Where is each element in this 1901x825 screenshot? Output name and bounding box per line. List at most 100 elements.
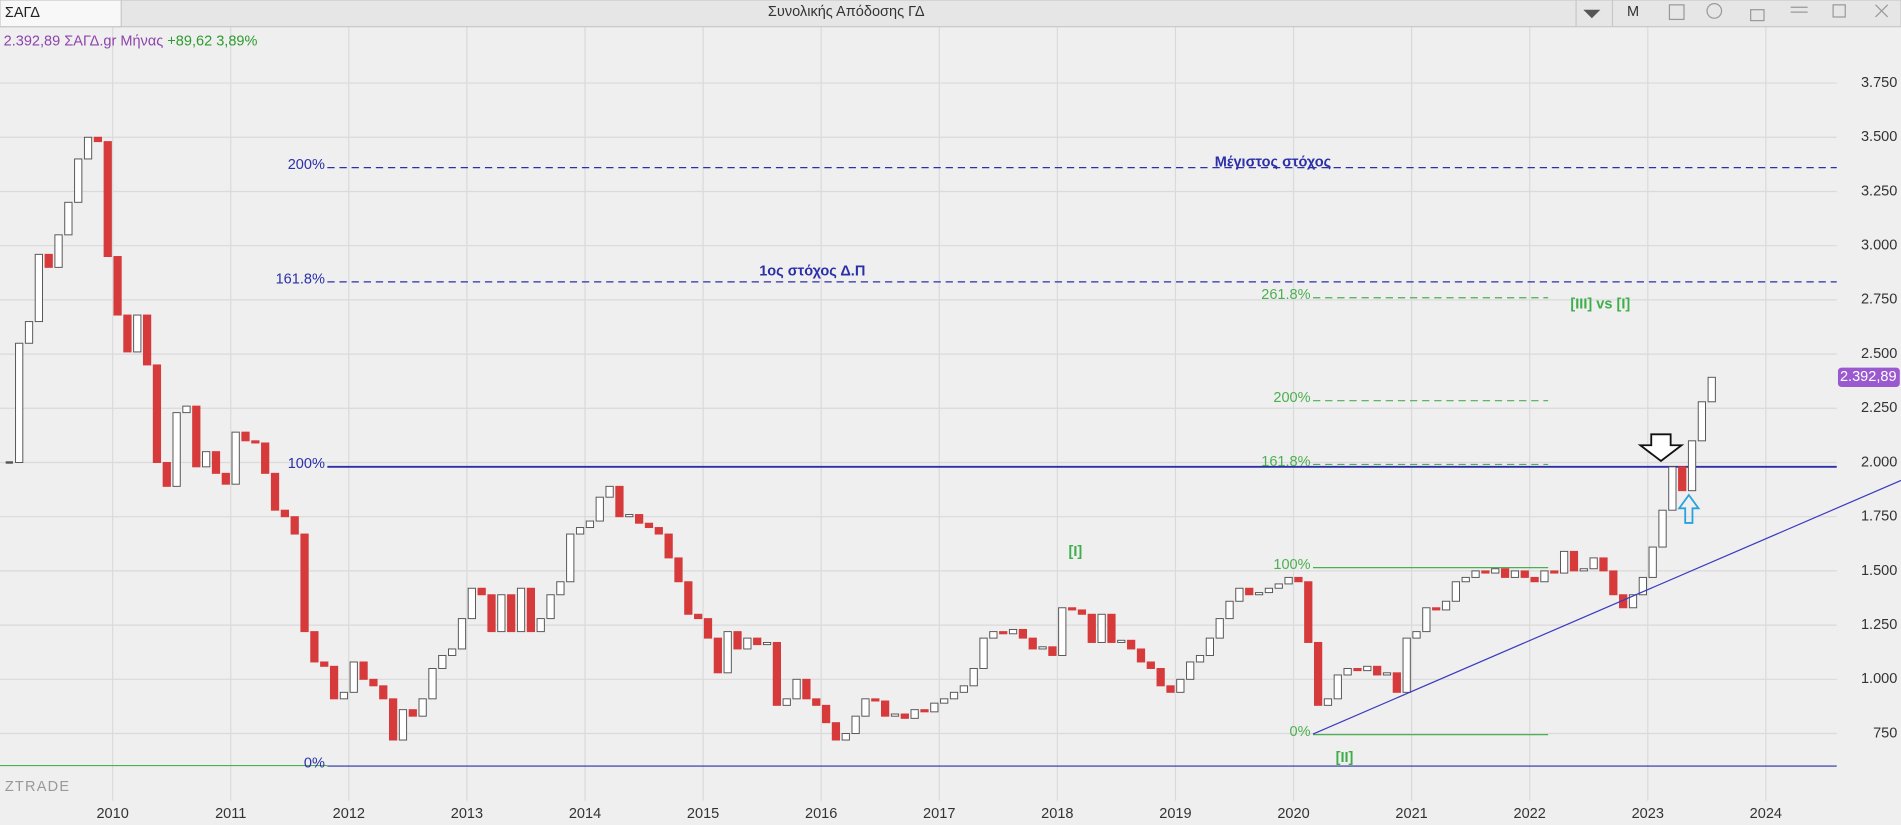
candle — [1481, 570, 1490, 574]
candle — [398, 709, 408, 741]
candle — [654, 527, 663, 535]
candle — [1058, 607, 1067, 656]
x-tick-label: 2018 — [1041, 806, 1073, 822]
candle — [1687, 440, 1697, 492]
info-line: 2.392,89 ΣΑΓΔ.gr Μήνας +89,62 3,89% — [4, 33, 258, 49]
candle — [900, 713, 909, 719]
candle — [890, 713, 900, 717]
candle — [881, 700, 890, 717]
candle — [133, 314, 142, 353]
candle — [536, 618, 545, 633]
candle — [428, 667, 437, 700]
candle — [261, 442, 270, 474]
candle — [182, 405, 191, 414]
candle — [290, 516, 299, 535]
y-tick-label: 3.750 — [1861, 75, 1897, 91]
period-button[interactable]: M — [1627, 4, 1639, 20]
candle — [1127, 639, 1136, 650]
candle — [1500, 568, 1510, 578]
candle — [1146, 661, 1155, 669]
icon[interactable] — [1750, 9, 1765, 22]
candle — [664, 533, 673, 559]
x-tick-label: 2023 — [1632, 806, 1664, 822]
candle — [1333, 674, 1342, 700]
candle — [575, 527, 585, 535]
candle — [979, 637, 988, 669]
candle — [871, 698, 880, 702]
last-price-label: 2.392,89 — [1840, 369, 1897, 385]
candle — [192, 405, 201, 468]
y-tick-label: 1.250 — [1861, 617, 1897, 633]
candle — [1195, 654, 1205, 663]
candle — [625, 514, 634, 518]
icon[interactable] — [1668, 4, 1685, 21]
y-tick-label: 3.000 — [1861, 238, 1897, 254]
candle — [1274, 583, 1283, 589]
candle — [349, 661, 358, 693]
candle — [1156, 667, 1165, 687]
candle — [1038, 646, 1047, 650]
candle — [762, 641, 772, 646]
y-tick-label: 1.500 — [1861, 563, 1897, 579]
x-tick-label: 2019 — [1159, 806, 1191, 822]
candle — [418, 698, 427, 717]
fib-label: 200% — [1273, 390, 1310, 406]
candle — [379, 685, 388, 700]
marks — [5, 136, 1837, 767]
dropdown[interactable] — [1583, 9, 1601, 19]
candle — [516, 587, 526, 633]
fib-label: 100% — [288, 456, 325, 472]
x-tick-label: 2017 — [923, 806, 955, 822]
candle — [644, 522, 654, 529]
candle — [388, 698, 398, 741]
candle — [1254, 592, 1264, 596]
y-tick-label: 2.500 — [1861, 346, 1897, 362]
candle — [1550, 570, 1559, 574]
candle — [753, 637, 762, 646]
x-tick-label: 2012 — [333, 806, 365, 822]
candle — [1166, 685, 1175, 693]
x-tick-label: 2022 — [1513, 806, 1545, 822]
annotation: [II] — [1336, 750, 1354, 766]
candle — [546, 594, 555, 620]
candle — [615, 485, 624, 518]
candle — [1579, 568, 1588, 572]
y-tick-label: 3.500 — [1861, 129, 1897, 145]
candle — [1520, 570, 1529, 578]
candle — [270, 472, 280, 511]
candle — [1136, 648, 1146, 663]
candle — [635, 514, 644, 524]
candle — [821, 704, 831, 724]
icon[interactable] — [1706, 3, 1723, 19]
candle — [1205, 637, 1214, 656]
y-tick-label: 1.750 — [1861, 509, 1897, 525]
info-change: +89,62 3,89% — [167, 33, 257, 49]
candle — [910, 709, 919, 719]
fib-label: 0% — [304, 755, 325, 771]
candle — [54, 234, 63, 268]
candle — [310, 631, 319, 663]
candle — [1628, 594, 1638, 609]
icon[interactable] — [1832, 4, 1846, 18]
candle — [1363, 665, 1372, 672]
candle — [1599, 557, 1608, 572]
close-icon[interactable] — [1875, 4, 1889, 18]
symbol-tab[interactable] — [0, 0, 122, 28]
candle — [1067, 607, 1077, 611]
y-tick-label: 2.000 — [1861, 454, 1897, 470]
candle — [329, 665, 339, 700]
candle — [526, 587, 535, 633]
candle — [1589, 557, 1598, 570]
candle — [221, 472, 230, 485]
candle — [1077, 609, 1087, 615]
candle — [339, 691, 349, 700]
candle — [949, 691, 959, 700]
candle — [1186, 661, 1195, 680]
candle — [1373, 665, 1382, 676]
candle — [408, 709, 417, 717]
candle — [782, 698, 791, 706]
candle — [1225, 600, 1234, 620]
candle — [556, 581, 565, 596]
candle — [1441, 600, 1451, 611]
